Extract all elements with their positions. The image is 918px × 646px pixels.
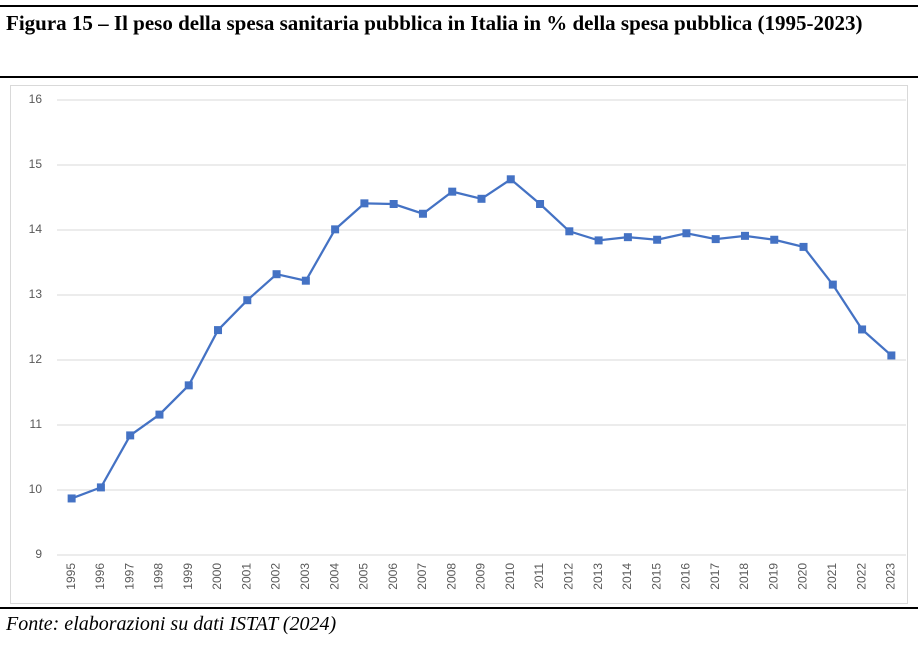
- marker: [243, 296, 252, 305]
- x-tick-label: 2014: [620, 563, 634, 590]
- marker: [448, 187, 457, 196]
- marker: [418, 209, 427, 218]
- x-tick-label: 2009: [474, 563, 488, 590]
- x-tick-label: 2019: [766, 563, 780, 590]
- x-tick-label: 2021: [825, 563, 839, 590]
- x-tick-label: 2016: [679, 563, 693, 590]
- marker: [96, 483, 105, 492]
- y-tick-label: 10: [29, 482, 43, 496]
- marker: [623, 233, 632, 242]
- x-tick-label: 2000: [210, 563, 224, 590]
- marker: [740, 231, 749, 240]
- y-tick-label: 9: [35, 547, 42, 561]
- x-tick-label: 2010: [503, 563, 517, 590]
- x-tick-label: 2020: [796, 563, 810, 590]
- marker: [770, 235, 779, 244]
- x-tick-label: 2022: [854, 563, 868, 590]
- marker: [506, 175, 515, 184]
- y-tick-label: 16: [29, 92, 43, 106]
- marker: [184, 381, 193, 390]
- marker: [126, 431, 135, 440]
- marker: [799, 242, 808, 251]
- marker: [301, 276, 310, 285]
- y-tick-label: 13: [29, 287, 43, 301]
- marker: [155, 410, 164, 419]
- marker: [536, 200, 545, 208]
- rule: [0, 607, 918, 609]
- x-tick-label: 2007: [415, 563, 429, 590]
- marker: [565, 227, 574, 236]
- title: Figura 15 – Il peso della spesa sanitari…: [6, 11, 863, 35]
- marker: [653, 235, 662, 244]
- x-tick-label: 2008: [444, 563, 458, 590]
- x-tick-label: 1996: [93, 563, 107, 590]
- x-tick-label: 1998: [152, 563, 166, 590]
- marker: [711, 235, 720, 244]
- y-tick-label: 14: [29, 222, 43, 236]
- x-tick-label: 2004: [327, 563, 341, 590]
- x-tick-label: 2023: [884, 563, 898, 590]
- marker: [858, 325, 867, 334]
- chart-frame: [10, 85, 908, 604]
- x-tick-label: 2012: [561, 563, 575, 590]
- marker: [272, 270, 281, 279]
- x-tick-label: 1997: [122, 563, 136, 590]
- rule: [0, 5, 918, 7]
- x-tick-label: 2015: [649, 563, 663, 590]
- x-tick-label: 2011: [532, 563, 546, 589]
- marker: [594, 236, 603, 245]
- marker: [389, 200, 398, 208]
- y-tick-label: 12: [29, 352, 43, 366]
- x-tick-label: 2013: [591, 563, 605, 590]
- marker: [682, 229, 691, 238]
- x-tick-label: 2005: [357, 563, 371, 590]
- x-tick-label: 2003: [298, 563, 312, 590]
- x-tick-label: 1999: [181, 563, 195, 590]
- marker: [67, 494, 76, 503]
- marker: [477, 194, 486, 203]
- marker: [887, 351, 896, 360]
- y-tick-label: 11: [30, 417, 43, 431]
- x-tick-label: 1995: [64, 563, 78, 590]
- x-tick-label: 2006: [386, 563, 400, 590]
- y-tick-label: 15: [29, 157, 43, 171]
- x-tick-label: 2018: [737, 563, 751, 590]
- marker: [828, 280, 837, 289]
- x-tick-label: 2017: [708, 563, 722, 590]
- x-tick-label: 2001: [239, 563, 253, 590]
- marker: [360, 199, 369, 208]
- rule: [0, 76, 918, 78]
- x-tick-label: 2002: [269, 563, 283, 590]
- marker: [214, 326, 223, 335]
- source: Fonte: elaborazioni su dati ISTAT (2024): [6, 613, 337, 635]
- marker: [331, 225, 340, 234]
